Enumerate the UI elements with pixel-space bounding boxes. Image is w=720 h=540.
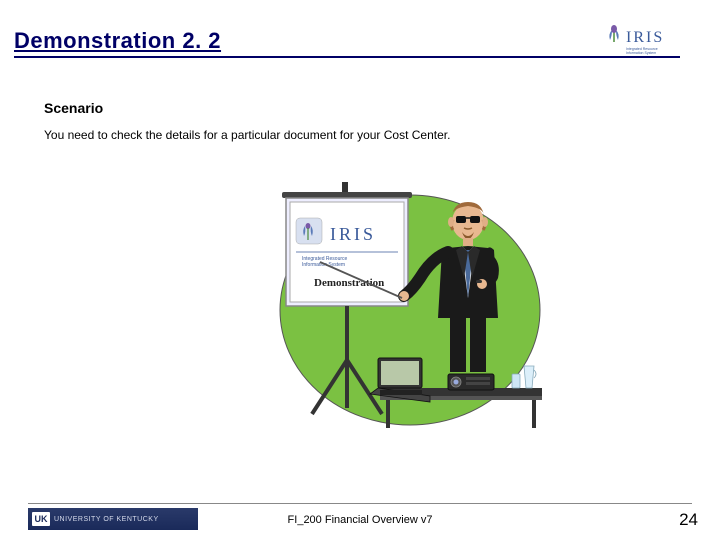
iris-text: IRIS [626,29,664,46]
svg-text:Information System: Information System [626,51,656,55]
iris-logo: IRIS Integrated Resource Information Sys… [604,24,684,58]
screen-caption: Demonstration [314,277,384,289]
page-number: 24 [679,510,698,530]
iris-flower-icon [609,25,618,42]
footer-course-id: FI_200 Financial Overview v7 [0,514,720,526]
scenario-heading: Scenario [44,100,103,116]
scenario-description: You need to check the details for a part… [44,128,450,142]
footer-divider [28,503,692,504]
title-underline [14,56,680,58]
svg-text:IRIS: IRIS [330,224,376,244]
demonstration-illustration: IRIS Integrated Resource Information Sys… [240,170,580,450]
slide-title: Demonstration 2. 2 [14,28,221,54]
